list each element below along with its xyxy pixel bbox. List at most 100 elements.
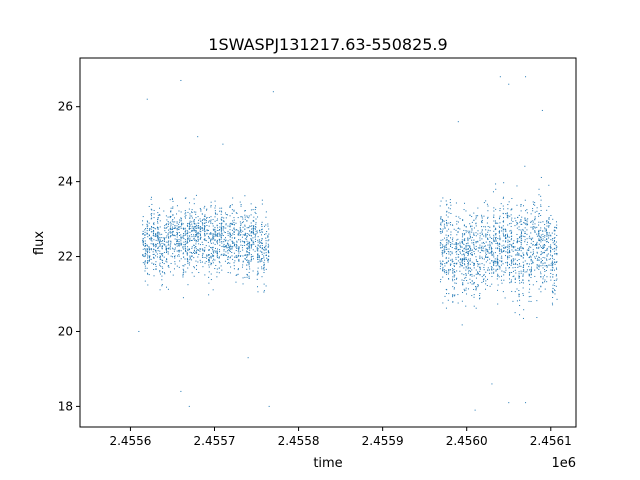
data-point bbox=[489, 244, 491, 246]
data-point bbox=[528, 291, 530, 293]
data-point bbox=[169, 226, 171, 228]
data-point bbox=[242, 230, 244, 232]
data-point bbox=[454, 271, 456, 273]
data-point bbox=[456, 262, 458, 264]
data-point bbox=[186, 253, 188, 255]
data-point bbox=[512, 261, 514, 263]
data-point bbox=[540, 239, 542, 241]
data-point bbox=[250, 244, 252, 246]
data-point bbox=[469, 274, 471, 276]
data-point bbox=[196, 250, 198, 252]
data-point bbox=[227, 246, 229, 248]
data-point bbox=[200, 261, 202, 263]
data-point bbox=[538, 268, 540, 270]
data-point bbox=[193, 223, 195, 225]
data-point bbox=[195, 234, 197, 236]
data-point bbox=[455, 243, 457, 245]
data-point bbox=[146, 226, 148, 228]
data-point bbox=[527, 263, 529, 265]
data-point bbox=[176, 238, 178, 240]
data-point bbox=[256, 278, 258, 280]
data-point bbox=[448, 222, 450, 224]
data-point bbox=[197, 232, 199, 234]
data-point bbox=[530, 273, 532, 275]
data-point bbox=[150, 228, 152, 230]
data-point bbox=[518, 253, 520, 255]
data-point bbox=[203, 250, 205, 252]
data-point bbox=[184, 250, 186, 252]
data-point bbox=[481, 234, 483, 236]
data-point bbox=[148, 234, 150, 236]
data-point bbox=[254, 250, 256, 252]
data-point bbox=[446, 241, 448, 243]
data-point bbox=[452, 286, 454, 288]
data-point bbox=[197, 239, 199, 241]
data-point bbox=[164, 225, 166, 227]
data-point bbox=[529, 235, 531, 237]
data-point bbox=[489, 226, 491, 228]
data-point bbox=[248, 246, 250, 248]
data-point bbox=[237, 250, 239, 252]
data-point bbox=[237, 234, 239, 236]
data-point bbox=[536, 233, 538, 235]
data-point bbox=[150, 231, 152, 233]
data-point bbox=[452, 278, 454, 280]
data-point bbox=[246, 227, 248, 229]
data-point bbox=[183, 269, 185, 271]
data-point bbox=[152, 254, 154, 256]
data-point bbox=[503, 235, 505, 237]
data-point bbox=[487, 231, 489, 233]
data-point bbox=[542, 233, 544, 235]
data-point bbox=[523, 205, 525, 207]
data-point bbox=[146, 248, 148, 250]
data-point bbox=[540, 241, 542, 243]
data-point bbox=[552, 218, 554, 220]
data-point bbox=[443, 252, 445, 254]
data-point bbox=[540, 229, 542, 231]
data-point bbox=[514, 246, 516, 248]
data-point bbox=[479, 237, 481, 239]
y-tick-label: 24 bbox=[58, 175, 73, 189]
data-point bbox=[151, 226, 153, 228]
data-point bbox=[555, 249, 557, 251]
data-point bbox=[552, 276, 554, 278]
data-point bbox=[155, 265, 157, 267]
data-point bbox=[250, 254, 252, 256]
data-point bbox=[157, 235, 159, 237]
data-point bbox=[169, 228, 171, 230]
data-point bbox=[212, 233, 214, 235]
data-point bbox=[169, 246, 171, 248]
data-point bbox=[518, 290, 520, 292]
data-point bbox=[165, 245, 167, 247]
data-point bbox=[493, 210, 495, 212]
data-point bbox=[169, 216, 171, 218]
data-point bbox=[197, 227, 199, 229]
data-point bbox=[243, 242, 245, 244]
data-point bbox=[201, 241, 203, 243]
data-point bbox=[491, 243, 493, 245]
data-point bbox=[516, 249, 518, 251]
data-point bbox=[214, 259, 216, 261]
data-point bbox=[467, 238, 469, 240]
data-point bbox=[191, 256, 193, 258]
data-point bbox=[252, 243, 254, 245]
data-point bbox=[541, 260, 543, 262]
data-point bbox=[231, 223, 233, 225]
data-point bbox=[506, 246, 508, 248]
data-point bbox=[159, 262, 161, 264]
data-point bbox=[462, 258, 464, 260]
data-point bbox=[248, 254, 250, 256]
data-point bbox=[541, 109, 543, 111]
data-point bbox=[536, 259, 538, 261]
data-point bbox=[254, 240, 256, 242]
data-point bbox=[475, 273, 477, 275]
data-point bbox=[442, 239, 444, 241]
data-point bbox=[534, 230, 536, 232]
data-point bbox=[244, 258, 246, 260]
data-point bbox=[186, 241, 188, 243]
data-point bbox=[447, 240, 449, 242]
data-point bbox=[159, 234, 161, 236]
data-point bbox=[444, 295, 446, 297]
data-point bbox=[196, 225, 198, 227]
data-point bbox=[178, 228, 180, 230]
